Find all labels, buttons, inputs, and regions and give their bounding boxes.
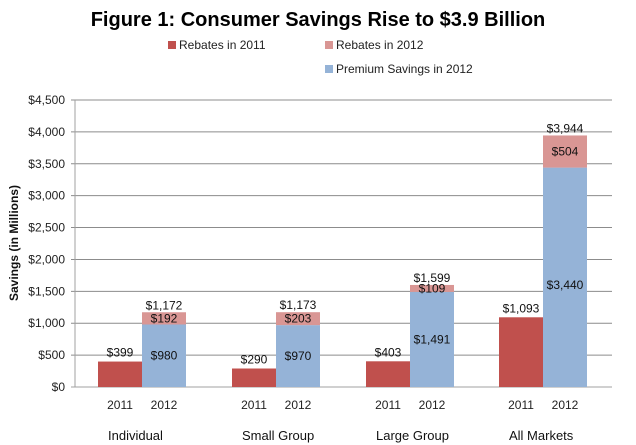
y-tick-label: $500 xyxy=(38,348,65,362)
legend: Rebates in 2011 Rebates in 2012 Premium Sa… xyxy=(168,38,473,76)
data-labels: $399 $980 $192$1,172 $290 $970 $203$1,173 $403… xyxy=(107,121,584,366)
chart-title: Figure 1: Consumer Savings Rise to $3.9 … xyxy=(91,9,546,31)
y-tick-label: $2,500 xyxy=(28,221,65,235)
bar-rebates-2012 xyxy=(276,312,320,326)
total-label: $1,173 xyxy=(280,298,317,312)
bar-premium-savings-2012 xyxy=(276,325,320,387)
x-tick-label: 2012 xyxy=(285,398,312,412)
bars xyxy=(98,135,587,387)
x-tick-label: 2011 xyxy=(375,398,401,412)
legend-swatch xyxy=(168,41,176,49)
bar-rebates-2012 xyxy=(410,284,454,292)
y-tick-label: $0 xyxy=(52,380,66,394)
legend-label: Rebates in 2011 xyxy=(179,38,266,52)
data-label: $980 xyxy=(151,349,178,363)
data-label: $504 xyxy=(552,145,579,159)
data-label: $290 xyxy=(241,353,268,367)
bar-rebates-2011 xyxy=(366,361,410,387)
x-axis-labels: 2011 2012 Individual 2011 2012 Small Group 201… xyxy=(107,398,579,443)
x-tick-label: 2012 xyxy=(419,398,446,412)
data-label: $1,491 xyxy=(414,332,451,346)
x-tick-label: 2011 xyxy=(107,398,133,412)
y-axis-label: Savings (in Millions) xyxy=(7,185,21,301)
bar-rebates-2012 xyxy=(543,135,587,168)
data-label: $399 xyxy=(107,346,134,360)
legend-swatch xyxy=(325,65,333,73)
category-label: Individual xyxy=(108,428,163,443)
y-axis-ticks: $0 $500 $1,000 $1,500 $2,000 $2,500 $3,000 $3,5… xyxy=(28,93,65,394)
data-label: $403 xyxy=(375,345,402,359)
y-tick-label: $3,500 xyxy=(28,157,65,171)
legend-label: Premium Savings in 2012 xyxy=(336,62,473,76)
data-label: $1,093 xyxy=(503,301,540,315)
bar-premium-savings-2012 xyxy=(142,324,186,387)
category-label: Large Group xyxy=(376,428,449,443)
bar-rebates-2012 xyxy=(142,312,186,325)
bar-premium-savings-2012 xyxy=(410,291,454,387)
y-tick-label: $2,000 xyxy=(28,252,65,266)
total-label: $1,599 xyxy=(414,271,451,285)
y-tick-label: $3,000 xyxy=(28,189,65,203)
legend-label: Rebates in 2012 xyxy=(336,38,424,52)
category-label: All Markets xyxy=(509,428,574,443)
data-label: $109 xyxy=(419,281,446,295)
y-tick-label: $1,000 xyxy=(28,316,65,330)
bar-rebates-2011 xyxy=(499,317,543,387)
data-label: $192 xyxy=(151,311,178,325)
data-label: $3,440 xyxy=(547,278,584,292)
x-tick-label: 2011 xyxy=(241,398,267,412)
data-label: $203 xyxy=(285,312,312,326)
total-label: $3,944 xyxy=(547,121,584,135)
total-label: $1,172 xyxy=(146,298,183,312)
bar-premium-savings-2012 xyxy=(543,167,587,387)
x-tick-label: 2012 xyxy=(552,398,579,412)
data-label: $970 xyxy=(285,349,312,363)
x-tick-label: 2011 xyxy=(508,398,534,412)
bar-rebates-2011 xyxy=(98,361,142,387)
y-tick-label: $4,500 xyxy=(28,93,65,107)
y-tick-label: $4,000 xyxy=(28,125,65,139)
y-tick-label: $1,500 xyxy=(28,284,65,298)
category-label: Small Group xyxy=(242,428,314,443)
bar-rebates-2011 xyxy=(232,368,276,387)
legend-swatch xyxy=(325,41,333,49)
x-tick-label: 2012 xyxy=(151,398,178,412)
